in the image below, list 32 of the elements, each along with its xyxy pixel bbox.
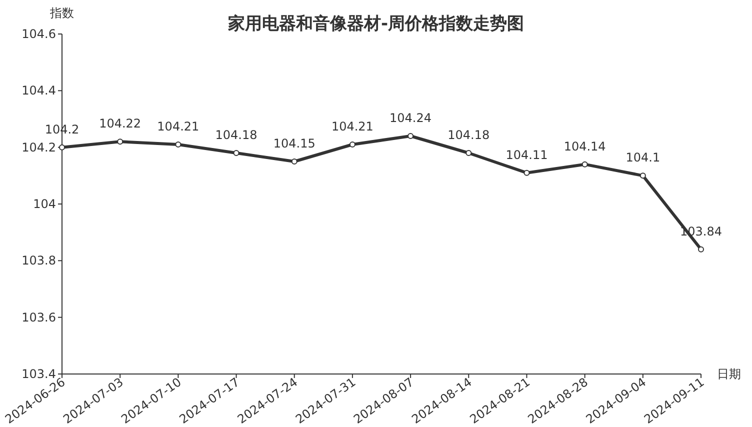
point bbox=[408, 133, 414, 139]
data-label: 104.1 bbox=[626, 150, 660, 165]
point bbox=[233, 150, 240, 156]
data-label: 104.18 bbox=[215, 128, 258, 142]
chart-title: 家用电器和音像器材-周价格指数走势图 bbox=[226, 14, 524, 34]
y-tick-label: 104.6 bbox=[22, 27, 56, 41]
data-label: 104.24 bbox=[390, 111, 432, 125]
point bbox=[698, 246, 704, 252]
point bbox=[349, 142, 356, 148]
y-tick-label: 104 bbox=[33, 197, 56, 211]
point bbox=[59, 144, 65, 150]
data-label: 104.15 bbox=[273, 136, 316, 150]
point bbox=[640, 172, 646, 179]
data-label: 104.21 bbox=[157, 120, 200, 134]
y-tick-label: 103.6 bbox=[22, 310, 56, 324]
data-label: 104.21 bbox=[331, 120, 374, 134]
point bbox=[582, 161, 588, 168]
y-tick-label: 104.2 bbox=[22, 140, 56, 154]
x-axis-title: 日期 bbox=[717, 367, 741, 381]
y-axis-title: 指数 bbox=[49, 6, 74, 20]
y-tick-label: 103.8 bbox=[22, 254, 56, 268]
point bbox=[117, 138, 124, 145]
point bbox=[175, 142, 182, 148]
data-label: 104.14 bbox=[564, 139, 606, 154]
data-label: 104.18 bbox=[448, 128, 490, 142]
point bbox=[524, 170, 530, 176]
point bbox=[291, 158, 298, 164]
data-label: 104.22 bbox=[99, 116, 142, 131]
point bbox=[466, 150, 472, 156]
data-label: 104.11 bbox=[506, 148, 548, 162]
y-tick-label: 104.4 bbox=[22, 84, 56, 98]
y-tick-label: 103.4 bbox=[22, 367, 56, 381]
